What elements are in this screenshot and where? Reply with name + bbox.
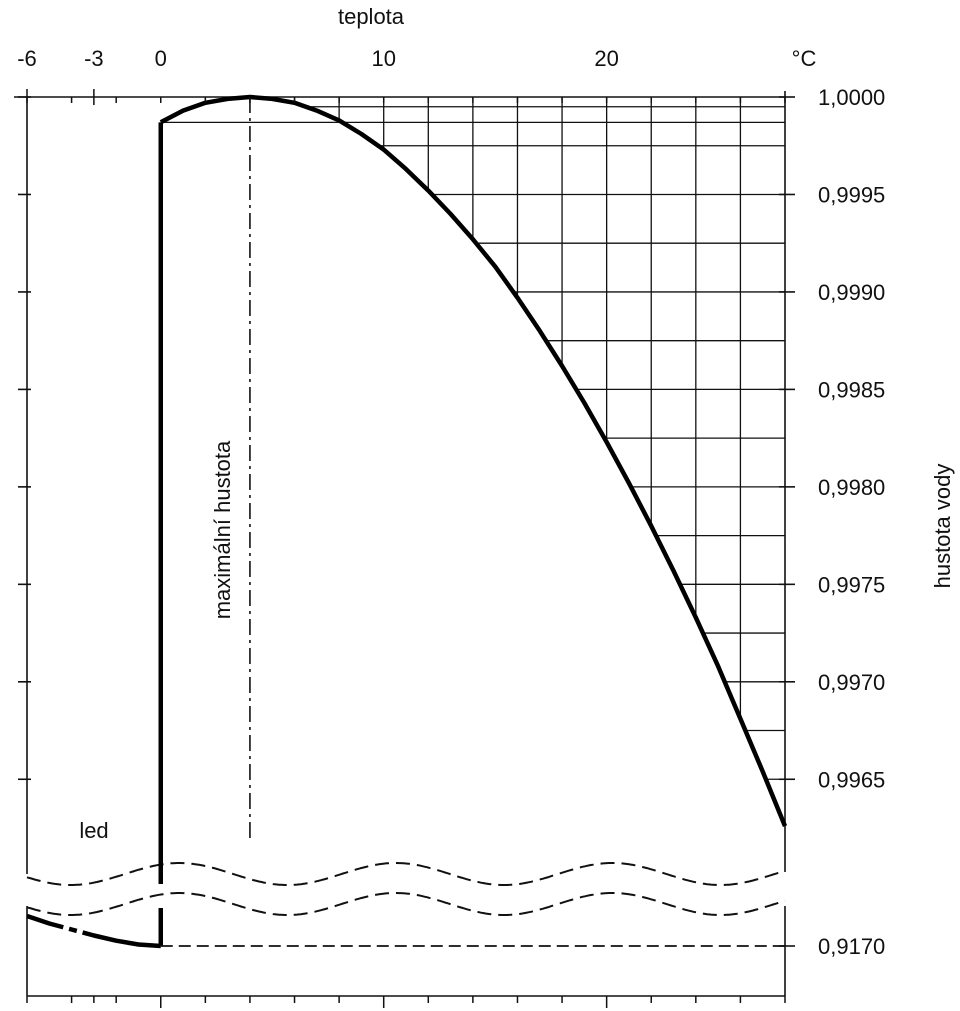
ticks: -6 -3 0 10 20 1,0000 0,9995 0,9990 0,9985 0,9980 0… [17, 46, 885, 1008]
y-tick-label: 0,9970 [818, 670, 885, 695]
y-tick-label: 0,9975 [818, 572, 885, 597]
max-density-label: maximální hustota [210, 440, 235, 619]
axis-break-upper [26, 862, 786, 886]
y-tick-label: 0,9995 [818, 182, 885, 207]
x-axis-title: teplota [338, 4, 405, 29]
frame [14, 91, 786, 997]
axis-break-lower [26, 892, 786, 916]
x-tick-label: 10 [371, 46, 395, 71]
y-tick-label: 0,9985 [818, 377, 885, 402]
ice-density-curve [26, 913, 161, 949]
y-tick-label: 0,9170 [818, 934, 885, 959]
y-tick-label: 0,9980 [818, 475, 885, 500]
y-tick-label: 1,0000 [818, 85, 885, 110]
y-tick-label: 0,9990 [818, 280, 885, 305]
x-tick-label: 20 [594, 46, 618, 71]
x-axis-unit: °C [792, 46, 817, 71]
ice-label: led [79, 818, 108, 843]
water-density-curve [159, 94, 788, 827]
grid [160, 97, 785, 780]
x-tick-label: -6 [17, 46, 37, 71]
y-axis-title: hustota vody [930, 464, 955, 589]
x-tick-label: -3 [84, 46, 104, 71]
x-tick-label: 0 [155, 46, 167, 71]
y-tick-label: 0,9965 [818, 767, 885, 792]
curves [26, 94, 788, 949]
